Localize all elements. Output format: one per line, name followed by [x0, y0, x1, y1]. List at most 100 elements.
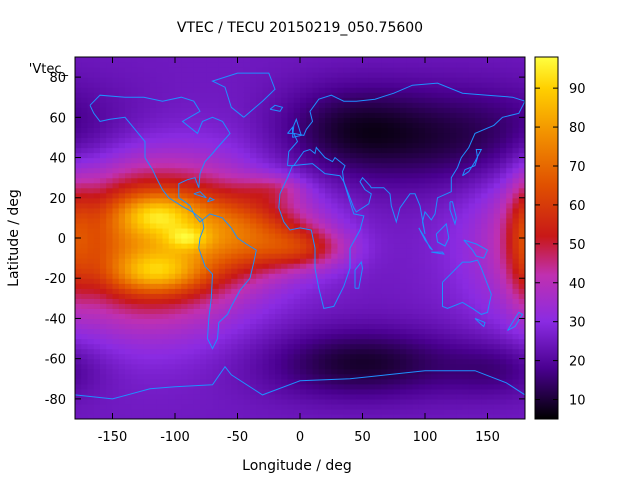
heatmap-cell — [368, 413, 376, 419]
heatmap-cell — [162, 238, 170, 244]
heatmap-cell — [468, 353, 476, 360]
heatmap-cell — [418, 278, 426, 284]
heatmap-cell — [362, 278, 370, 284]
heatmap-cell — [150, 323, 157, 330]
heatmap-cell — [325, 393, 332, 400]
heatmap-cell — [75, 107, 82, 113]
heatmap-cell — [487, 258, 495, 264]
heatmap-cell — [481, 353, 489, 360]
heatmap-cell — [256, 87, 264, 93]
heatmap-cell — [243, 333, 251, 340]
heatmap-cell — [268, 328, 276, 335]
heatmap-cell — [281, 102, 289, 108]
heatmap-cell — [193, 102, 201, 108]
heatmap-cell — [225, 137, 232, 144]
heatmap-cell — [243, 248, 251, 254]
heatmap-cell — [287, 268, 295, 274]
heatmap-cell — [262, 298, 270, 304]
heatmap-cell — [381, 323, 389, 330]
heatmap-cell — [387, 298, 395, 304]
heatmap-cell — [262, 398, 270, 405]
heatmap-cell — [293, 207, 301, 214]
heatmap-cell — [418, 268, 426, 274]
heatmap-cell — [350, 212, 357, 219]
heatmap-cell — [262, 323, 270, 330]
heatmap-cell — [468, 157, 476, 164]
heatmap-cell — [243, 197, 251, 204]
heatmap-cell — [218, 323, 226, 330]
heatmap-cell — [500, 263, 507, 269]
heatmap-cell — [225, 107, 232, 113]
heatmap-cell — [275, 248, 282, 254]
heatmap-cell — [387, 102, 395, 108]
heatmap-cell — [450, 137, 457, 144]
heatmap-cell — [506, 363, 514, 370]
heatmap-cell — [75, 232, 82, 239]
heatmap-cell — [368, 57, 376, 63]
heatmap-cell — [175, 248, 182, 254]
heatmap-cell — [75, 413, 82, 419]
heatmap-cell — [75, 112, 82, 118]
heatmap-cell — [287, 217, 295, 224]
heatmap-cell — [431, 403, 439, 410]
heatmap-cell — [175, 222, 182, 229]
heatmap-cell — [187, 197, 195, 204]
heatmap-cell — [87, 278, 95, 284]
heatmap-cell — [137, 187, 145, 194]
heatmap-cell — [437, 278, 445, 284]
heatmap-cell — [406, 283, 414, 289]
heatmap-cell — [362, 368, 370, 375]
heatmap-cell — [325, 363, 332, 370]
heatmap-cell — [362, 253, 370, 259]
heatmap-cell — [250, 248, 257, 254]
heatmap-cell — [225, 298, 232, 304]
heatmap-cell — [387, 388, 395, 395]
heatmap-cell — [75, 57, 82, 63]
heatmap-cell — [256, 298, 264, 304]
heatmap-cell — [268, 283, 276, 289]
heatmap-cell — [156, 278, 164, 284]
heatmap-cell — [312, 318, 320, 325]
heatmap-cell — [81, 273, 89, 279]
heatmap-cell — [475, 403, 482, 410]
heatmap-cell — [375, 107, 382, 113]
heatmap-cell — [187, 167, 195, 174]
heatmap-cell — [256, 278, 264, 284]
heatmap-cell — [387, 207, 395, 214]
heatmap-cell — [462, 408, 470, 415]
heatmap-cell — [293, 288, 301, 294]
heatmap-cell — [493, 72, 501, 78]
heatmap-cell — [118, 383, 126, 390]
heatmap-cell — [412, 122, 420, 128]
heatmap-cell — [475, 388, 482, 395]
heatmap-cell — [343, 378, 351, 385]
heatmap-cell — [325, 318, 332, 325]
heatmap-cell — [337, 187, 345, 194]
heatmap-cell — [137, 333, 145, 340]
heatmap-cell — [450, 253, 457, 259]
heatmap-cell — [212, 167, 220, 174]
heatmap-cell — [156, 363, 164, 370]
heatmap-cell — [225, 378, 232, 385]
heatmap-cell — [350, 167, 357, 174]
heatmap-cell — [493, 408, 501, 415]
heatmap-cell — [75, 368, 82, 375]
heatmap-cell — [312, 403, 320, 410]
heatmap-cell — [400, 258, 407, 264]
heatmap-cell — [306, 348, 314, 355]
heatmap-cell — [493, 258, 501, 264]
heatmap-cell — [125, 318, 132, 325]
heatmap-cell — [493, 348, 501, 355]
heatmap-cell — [462, 403, 470, 410]
heatmap-cell — [425, 162, 432, 169]
heatmap-cell — [431, 112, 439, 118]
heatmap-cell — [318, 157, 326, 164]
heatmap-cell — [206, 348, 214, 355]
heatmap-cell — [212, 333, 220, 340]
heatmap-cell — [412, 373, 420, 380]
heatmap-cell — [418, 253, 426, 259]
heatmap-cell — [406, 413, 414, 419]
heatmap-cell — [468, 383, 476, 390]
heatmap-cell — [481, 388, 489, 395]
heatmap-cell — [200, 157, 207, 164]
